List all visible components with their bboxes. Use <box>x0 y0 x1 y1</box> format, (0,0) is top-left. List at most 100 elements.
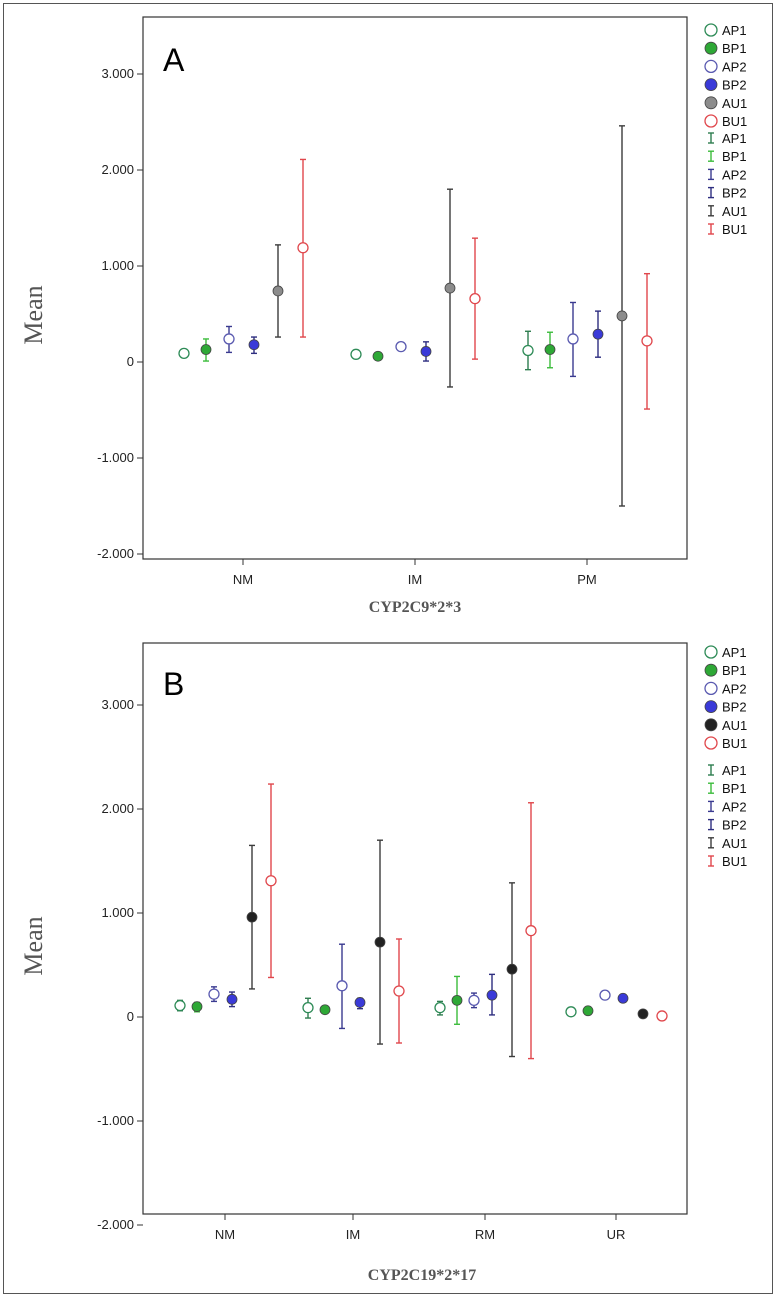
legend-label-bp2: BP2 <box>722 78 747 93</box>
y-tick-label: 1.000 <box>101 258 134 273</box>
legend-errorbar-label-bp1: BP1 <box>722 781 747 796</box>
point-bp2-nm <box>226 993 238 1005</box>
point-bp1-im <box>372 350 384 362</box>
point-au1-im <box>444 282 456 294</box>
legend-marker-bp1 <box>704 663 718 677</box>
legend-label-bp1: BP1 <box>722 41 747 56</box>
point-bu1-im <box>469 292 481 305</box>
point-bp2-ur <box>617 992 629 1004</box>
legend-marker-bp2 <box>704 78 718 91</box>
legend-marker-bp2 <box>704 700 718 713</box>
x-tick-label: PM <box>577 572 597 587</box>
x-tick-label: RM <box>475 1227 495 1242</box>
legend-errorbar-label-bp1: BP1 <box>722 149 747 164</box>
point-bu1-ur <box>656 1010 668 1022</box>
x-tick-label: NM <box>233 572 253 587</box>
point-bp1-ur <box>582 1005 594 1017</box>
point-bp1-nm <box>191 1001 203 1012</box>
point-bp1-rm <box>451 994 463 1006</box>
y-ticks-a: -2.000 -1.000 0 1.000 2.000 3.000 <box>97 66 143 561</box>
y-tick-label: 3.000 <box>101 697 134 712</box>
legend-label-ap2: AP2 <box>722 59 747 74</box>
point-bu1-rm <box>525 925 537 937</box>
panel-b: B Mean CYP2C19*2*17 -2.000 -1.000 0 1.000 2.… <box>19 642 747 1284</box>
point-au1-im <box>374 936 386 948</box>
x-tick-label: UR <box>607 1227 626 1242</box>
x-ticks-a: NM IM PM <box>233 559 597 587</box>
legend-errorbar-label-bp2: BP2 <box>722 186 747 201</box>
point-au1-pm <box>616 310 628 322</box>
point-ap1-nm <box>178 347 190 360</box>
y-tick-label: 2.000 <box>101 801 134 816</box>
legend-label-au1: AU1 <box>722 718 747 733</box>
point-au1-ur <box>637 1008 649 1020</box>
point-bu1-pm <box>641 335 653 347</box>
legend-a: AP1 BP1 AP2 BP2 AU1 BU1 AP1 BP1 AP2 BP2 AU1 BU1 <box>704 23 747 237</box>
point-ap2-im <box>395 340 407 353</box>
legend-marker-ap1 <box>704 23 718 37</box>
legend-marker-bp1 <box>704 41 718 55</box>
point-bp1-nm <box>200 344 212 355</box>
x-axis-label-b: CYP2C19*2*17 <box>368 1267 476 1284</box>
plot-area-b <box>142 642 688 1215</box>
panel-label-a: A <box>163 42 185 78</box>
x-tick-label: IM <box>346 1227 360 1242</box>
point-bp2-im <box>354 997 366 1008</box>
legend-errorbar-label-ap1: AP1 <box>722 763 747 778</box>
point-bp2-pm <box>592 328 604 340</box>
point-ap2-pm <box>567 333 579 345</box>
y-tick-label: 3.000 <box>101 66 134 81</box>
legend-marker-bu1 <box>704 736 718 750</box>
legend-errorbar-label-au1: AU1 <box>722 836 747 851</box>
legend-errorbar-label-ap1: AP1 <box>722 131 747 146</box>
point-ap1-nm <box>174 999 186 1012</box>
point-au1-nm <box>246 911 258 923</box>
point-ap2-nm <box>223 333 235 345</box>
legend-b: AP1 BP1 AP2 BP2 AU1 BU1 AP1 BP1 AP2 BP2 AU1 BU1 <box>704 645 747 869</box>
panel-label-b: B <box>163 666 184 702</box>
point-ap2-rm <box>468 994 480 1007</box>
point-bp1-im <box>319 1004 331 1016</box>
data-marks-a <box>178 125 653 507</box>
legend-marker-ap2 <box>704 59 718 74</box>
legend-errorbar-label-bu1: BU1 <box>722 854 747 869</box>
point-au1-nm <box>272 285 284 297</box>
x-tick-label: IM <box>408 572 422 587</box>
data-marks-b <box>174 783 668 1060</box>
y-tick-label: -1.000 <box>97 1113 134 1128</box>
x-axis-label-a: CYP2C9*2*3 <box>369 599 461 616</box>
legend-marker-ap1 <box>704 645 718 659</box>
y-tick-label: 2.000 <box>101 162 134 177</box>
legend-label-ap1: AP1 <box>722 645 747 660</box>
legend-label-bu1: BU1 <box>722 736 747 751</box>
point-ap2-im <box>336 980 348 992</box>
point-ap2-ur <box>599 989 611 1001</box>
legend-marker-ap2 <box>704 681 718 696</box>
y-ticks-b: -2.000 -1.000 0 1.000 2.000 3.000 <box>97 697 143 1232</box>
y-tick-label: 0 <box>127 1009 134 1024</box>
point-bp2-nm <box>248 339 260 351</box>
point-bu1-nm <box>297 242 309 254</box>
point-bp2-rm <box>486 989 498 1001</box>
legend-marker-au1 <box>704 96 718 110</box>
point-bp2-im <box>420 346 432 357</box>
legend-errorbar-label-bu1: BU1 <box>722 222 747 237</box>
legend-errorbar-label-ap2: AP2 <box>722 799 747 814</box>
x-ticks-b: NM IM RM UR <box>215 1214 626 1242</box>
legend-label-bp2: BP2 <box>722 700 747 715</box>
point-bu1-nm <box>265 875 277 887</box>
y-axis-label-b: Mean <box>19 916 48 975</box>
y-tick-label: 1.000 <box>101 905 134 920</box>
point-ap1-im <box>302 1001 314 1014</box>
plot-area-a <box>142 16 688 560</box>
legend-errorbar-label-au1: AU1 <box>722 204 747 219</box>
legend-errorbar-label-bp2: BP2 <box>722 818 747 833</box>
y-tick-label: -2.000 <box>97 1217 134 1232</box>
legend-label-bp1: BP1 <box>722 663 747 678</box>
legend-marker-au1 <box>704 718 718 732</box>
y-tick-label: -1.000 <box>97 450 134 465</box>
point-ap2-nm <box>208 988 220 1000</box>
point-ap1-rm <box>434 1001 446 1014</box>
y-tick-label: 0 <box>127 354 134 369</box>
